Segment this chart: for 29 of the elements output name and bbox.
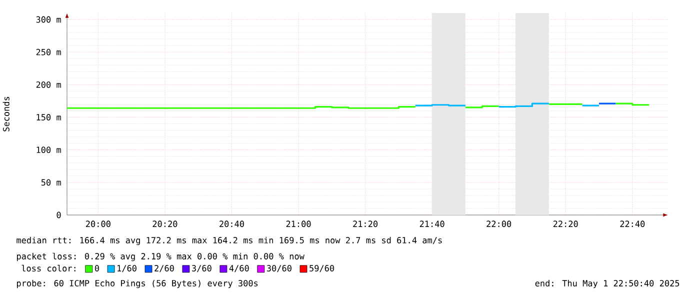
legend-label: 1/60 xyxy=(118,265,136,272)
legend-label: 2/60 xyxy=(154,265,174,272)
legend-label: 0 xyxy=(94,265,99,272)
y-tick-label: 0 xyxy=(56,212,61,218)
y-axis-title: Seconds xyxy=(2,96,10,132)
x-tick-label: 20:20 xyxy=(152,220,178,228)
x-tick-label: 21:00 xyxy=(286,220,311,228)
text: median rtt: 166.4 ms avg 172.2 ms max 164.2 ms min 169.5 ms now 2.7 ms sd 61.4 am/s xyxy=(16,236,442,246)
y-tick-label: 50 m xyxy=(41,179,61,186)
y-tick-label: 300 m xyxy=(36,16,61,23)
legend-label: 3/60 xyxy=(192,265,212,272)
text: packet loss: 0.29 % avg 2.19 % max 0.00 % min 0.00 % now xyxy=(17,252,304,262)
legend-label: 30/60 xyxy=(266,265,292,272)
x-tick-label: 22:00 xyxy=(486,220,512,228)
text: probe: 60 ICMP Echo Pings (56 Bytes) every 300s xyxy=(17,280,258,288)
legend-title: loss color: xyxy=(22,264,76,272)
x-tick-label: 20:40 xyxy=(220,220,244,228)
y-tick-label: 150 m xyxy=(36,114,61,120)
y-tick-label: 250 m xyxy=(36,48,61,56)
x-tick-label: 21:40 xyxy=(420,220,444,228)
text: end: Thu May 1 22:50:40 2025 xyxy=(535,280,680,288)
x-tick-label: 22:20 xyxy=(553,220,578,228)
y-tick-label: 200 m xyxy=(36,81,61,88)
legend-label: 59/60 xyxy=(310,265,334,272)
x-tick-label: 22:40 xyxy=(620,220,645,228)
x-tick-label: 21:20 xyxy=(353,220,378,228)
y-tick-label: 100 m xyxy=(36,146,61,154)
x-tick-label: 20:00 xyxy=(86,220,110,228)
legend-label: 4/60 xyxy=(229,265,249,272)
